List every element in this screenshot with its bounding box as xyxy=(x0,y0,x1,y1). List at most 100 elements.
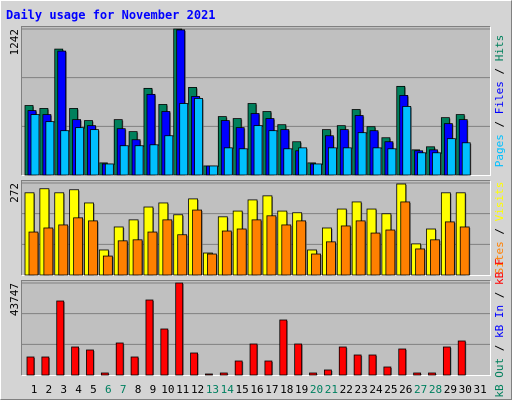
x-tick-label: 27 xyxy=(414,383,427,396)
bar xyxy=(251,219,262,276)
bar xyxy=(149,144,159,176)
plot-border xyxy=(21,180,491,276)
bar xyxy=(313,163,322,176)
bar xyxy=(223,147,233,176)
bar xyxy=(266,215,277,276)
bar xyxy=(355,220,366,276)
bar xyxy=(249,343,258,376)
bar xyxy=(45,121,55,176)
x-tick-label: 2 xyxy=(46,383,53,396)
bar xyxy=(342,147,352,176)
bar xyxy=(296,220,307,276)
bar xyxy=(175,282,184,376)
bar xyxy=(73,217,84,276)
x-tick-label: 10 xyxy=(161,383,174,396)
legend-label: kB Out xyxy=(493,358,506,398)
x-tick-label: 14 xyxy=(221,383,235,396)
x-tick-label: 21 xyxy=(325,383,338,396)
bar xyxy=(387,148,397,176)
bar xyxy=(461,142,471,176)
x-tick-label: 29 xyxy=(444,383,457,396)
plot-border xyxy=(21,180,491,276)
bar xyxy=(177,234,188,276)
bar xyxy=(147,231,158,276)
bar xyxy=(279,319,288,376)
legend-label: kB In xyxy=(493,305,506,338)
x-tick-label: 24 xyxy=(369,383,383,396)
bar xyxy=(398,348,407,376)
legend: Pages / Files / Hits xyxy=(493,35,506,168)
bar xyxy=(192,209,202,276)
bar xyxy=(325,241,336,276)
bar xyxy=(368,354,377,376)
bar xyxy=(104,163,114,176)
bar xyxy=(134,145,144,176)
x-tick-label: 16 xyxy=(250,383,263,396)
x-tick-label: 19 xyxy=(295,383,308,396)
plot-border xyxy=(21,26,491,176)
bar xyxy=(207,253,217,276)
bar xyxy=(311,253,321,276)
chart-title: Daily usage for November 2021 xyxy=(6,8,216,22)
bar xyxy=(26,356,35,376)
bar xyxy=(432,152,441,176)
bar xyxy=(234,360,243,376)
x-tick-label: 4 xyxy=(75,383,82,396)
bar xyxy=(428,372,436,376)
bar xyxy=(115,342,124,376)
legend-label: Files xyxy=(493,81,506,114)
bar xyxy=(90,129,99,176)
legend: Sites / Visits xyxy=(493,182,506,275)
bar xyxy=(86,349,94,376)
bar xyxy=(457,340,466,376)
bar xyxy=(400,201,411,276)
x-tick-label: 15 xyxy=(236,383,249,396)
bar xyxy=(190,352,198,376)
bar xyxy=(264,360,273,376)
bar xyxy=(209,165,218,176)
legend-separator: / xyxy=(493,61,506,81)
x-tick-label: 30 xyxy=(459,383,472,396)
legend-label: Sites xyxy=(493,241,506,274)
legend-label: Pages xyxy=(493,134,506,167)
bar xyxy=(130,356,139,376)
x-tick-label: 18 xyxy=(280,383,293,396)
plot-border xyxy=(21,26,491,176)
bar xyxy=(30,114,40,176)
bar xyxy=(162,219,173,276)
legend-separator: / xyxy=(493,338,506,358)
bar xyxy=(430,239,440,276)
x-tick-label: 25 xyxy=(384,383,397,396)
bar xyxy=(43,227,54,276)
x-tick-label: 6 xyxy=(105,383,112,396)
bar xyxy=(119,145,129,176)
legend-label: kB F xyxy=(493,258,506,285)
x-tick-label: 3 xyxy=(60,383,67,396)
x-tick-label: 22 xyxy=(340,383,353,396)
bar xyxy=(102,255,113,276)
bar xyxy=(413,372,422,376)
bar xyxy=(446,138,456,176)
bar xyxy=(236,228,247,276)
x-tick-label: 1 xyxy=(31,383,38,396)
bar xyxy=(309,372,317,376)
bar xyxy=(357,132,367,176)
bar xyxy=(417,152,427,176)
bar xyxy=(100,372,109,376)
bar xyxy=(298,147,308,176)
bar xyxy=(88,220,98,276)
x-tick-label: 28 xyxy=(429,383,442,396)
y-tick-label: 1242 xyxy=(8,29,21,56)
x-tick-label: 5 xyxy=(90,383,97,396)
bar xyxy=(160,328,169,376)
legend: kB Out / kB In / kB F xyxy=(493,258,506,397)
y-tick-label: 43747 xyxy=(8,283,21,316)
bar xyxy=(60,130,70,176)
bar xyxy=(283,148,293,176)
legend-label: Hits xyxy=(493,35,506,62)
bar xyxy=(281,224,292,276)
x-tick-label: 7 xyxy=(120,383,127,396)
legend-separator: / xyxy=(493,285,506,305)
bar xyxy=(164,135,174,176)
